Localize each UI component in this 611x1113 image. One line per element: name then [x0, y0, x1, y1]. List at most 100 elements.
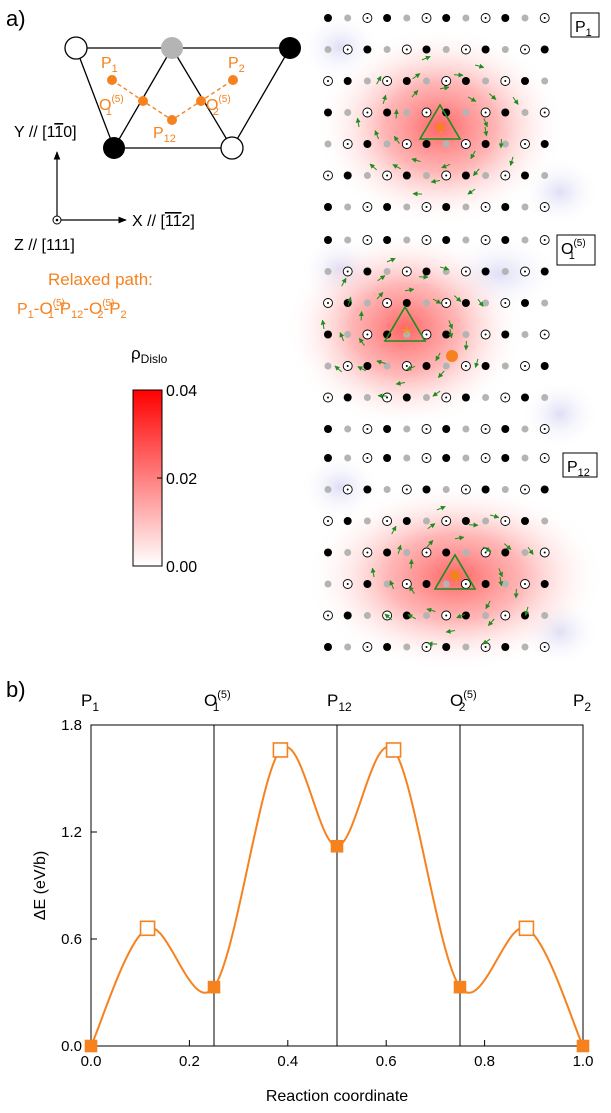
atom-gray	[324, 140, 332, 148]
atom-gray	[482, 77, 490, 85]
colorbar: ρDislo 0.04 0.02 0.00	[131, 344, 197, 576]
core-site	[436, 123, 444, 131]
colorbar-title: ρDislo	[131, 344, 168, 366]
atom-black	[383, 236, 392, 244]
atom-black	[324, 108, 332, 117]
atom-gray	[363, 612, 371, 619]
atom-gray	[324, 486, 332, 493]
displacement-arrow	[432, 298, 442, 304]
atom-gray	[541, 172, 549, 179]
atom-gray	[383, 140, 391, 148]
atom-black	[501, 643, 510, 651]
displacement-arrow	[347, 296, 352, 306]
displacement-arrow	[369, 163, 378, 171]
displacement-arrow	[391, 525, 397, 535]
atom-black	[481, 362, 490, 370]
atom-black	[383, 454, 392, 462]
atom-gray	[521, 109, 529, 116]
y-tick-label: 0.6	[61, 931, 82, 948]
svg-text:P1: P1	[575, 19, 592, 39]
atom-black	[324, 14, 332, 22]
displacement-arrow	[440, 265, 450, 271]
atom-black	[501, 14, 510, 22]
atom-black	[540, 45, 549, 54]
x-tick-label: 0.8	[474, 1053, 495, 1070]
displacement-arrow	[376, 75, 382, 85]
atom-black	[363, 485, 372, 494]
stage-label: P2	[573, 691, 591, 714]
atom-gray	[462, 331, 470, 338]
atom-black	[540, 140, 549, 148]
atom-gray	[423, 612, 430, 619]
atom-gray	[344, 643, 352, 651]
displacement-arrow	[374, 130, 380, 140]
displacement-arrow	[393, 135, 400, 144]
energy-chart: 0.0 0.2 0.4 0.6 0.8 1.0 0.0 0.6 1.2 1.8 Reaction c…	[32, 689, 593, 1105]
atom-black	[324, 203, 332, 211]
site-label-p1: P1	[101, 55, 118, 75]
atom-black	[402, 517, 411, 525]
displacement-arrow	[334, 365, 343, 373]
displacement-arrow	[524, 606, 530, 617]
displacement-arrow	[426, 539, 434, 548]
atom-black	[442, 548, 451, 557]
colorbar-tick: 0.02	[166, 471, 197, 488]
atom-black	[363, 580, 372, 588]
density-map: +P12	[300, 452, 605, 672]
atom-gray	[403, 236, 411, 244]
displacement-arrow	[427, 523, 436, 530]
atom-gray	[482, 394, 490, 401]
atom-gray	[363, 77, 371, 85]
displacement-arrow	[477, 298, 484, 307]
atom-gray	[403, 549, 411, 556]
displacement-arrow	[482, 546, 492, 552]
x-tick-label: 0.0	[81, 1053, 102, 1070]
displacement-arrow	[432, 390, 441, 397]
atom-black	[343, 77, 352, 85]
atom-white	[220, 136, 244, 160]
atom-gray	[482, 612, 490, 619]
atom-black	[521, 171, 529, 180]
stage-label: P1	[81, 691, 99, 714]
atom-black	[422, 140, 431, 148]
displacement-arrow	[467, 188, 476, 195]
atom-black	[402, 171, 411, 180]
data-point-relaxed	[84, 1039, 98, 1053]
stage-label: O(5) 2	[450, 689, 477, 714]
site-label-o2: O(5) 2	[206, 94, 231, 118]
data-point-relaxed	[330, 839, 344, 853]
map-label: P12	[562, 452, 598, 479]
atom-black	[402, 393, 411, 402]
atom-black	[383, 14, 392, 22]
site-o1	[138, 96, 148, 106]
atom-gray	[403, 203, 411, 211]
displacement-arrow	[421, 55, 431, 61]
displacement-arrow	[320, 319, 326, 330]
displacement-arrow	[453, 295, 462, 302]
displacement-arrow	[490, 513, 500, 519]
displacement-arrow	[389, 580, 395, 590]
data-point-barrier	[518, 920, 535, 937]
atom-gray	[344, 236, 352, 244]
displacement-arrow	[483, 126, 489, 137]
density-map: + O(5) 1	[285, 229, 600, 449]
map-label: P1	[570, 12, 600, 39]
atom-gray	[383, 46, 391, 53]
atom-black	[521, 393, 529, 402]
y-tick-label: 0.0	[61, 1038, 82, 1055]
atom-gray	[344, 14, 352, 22]
displacement-arrow	[503, 543, 512, 550]
colorbar-tick: 0.04	[166, 383, 197, 400]
atom-gray	[324, 46, 332, 53]
atom-black	[540, 580, 549, 588]
atom-black	[442, 236, 451, 244]
atom-gray	[462, 549, 470, 556]
x-tick-label: 0.6	[376, 1053, 397, 1070]
atom-black	[324, 425, 332, 433]
atom-black	[343, 517, 352, 525]
density-map: +P1	[300, 12, 600, 227]
panel-a-label: a)	[6, 6, 26, 31]
displacement-arrow	[382, 94, 387, 104]
data-point-relaxed	[207, 980, 221, 994]
